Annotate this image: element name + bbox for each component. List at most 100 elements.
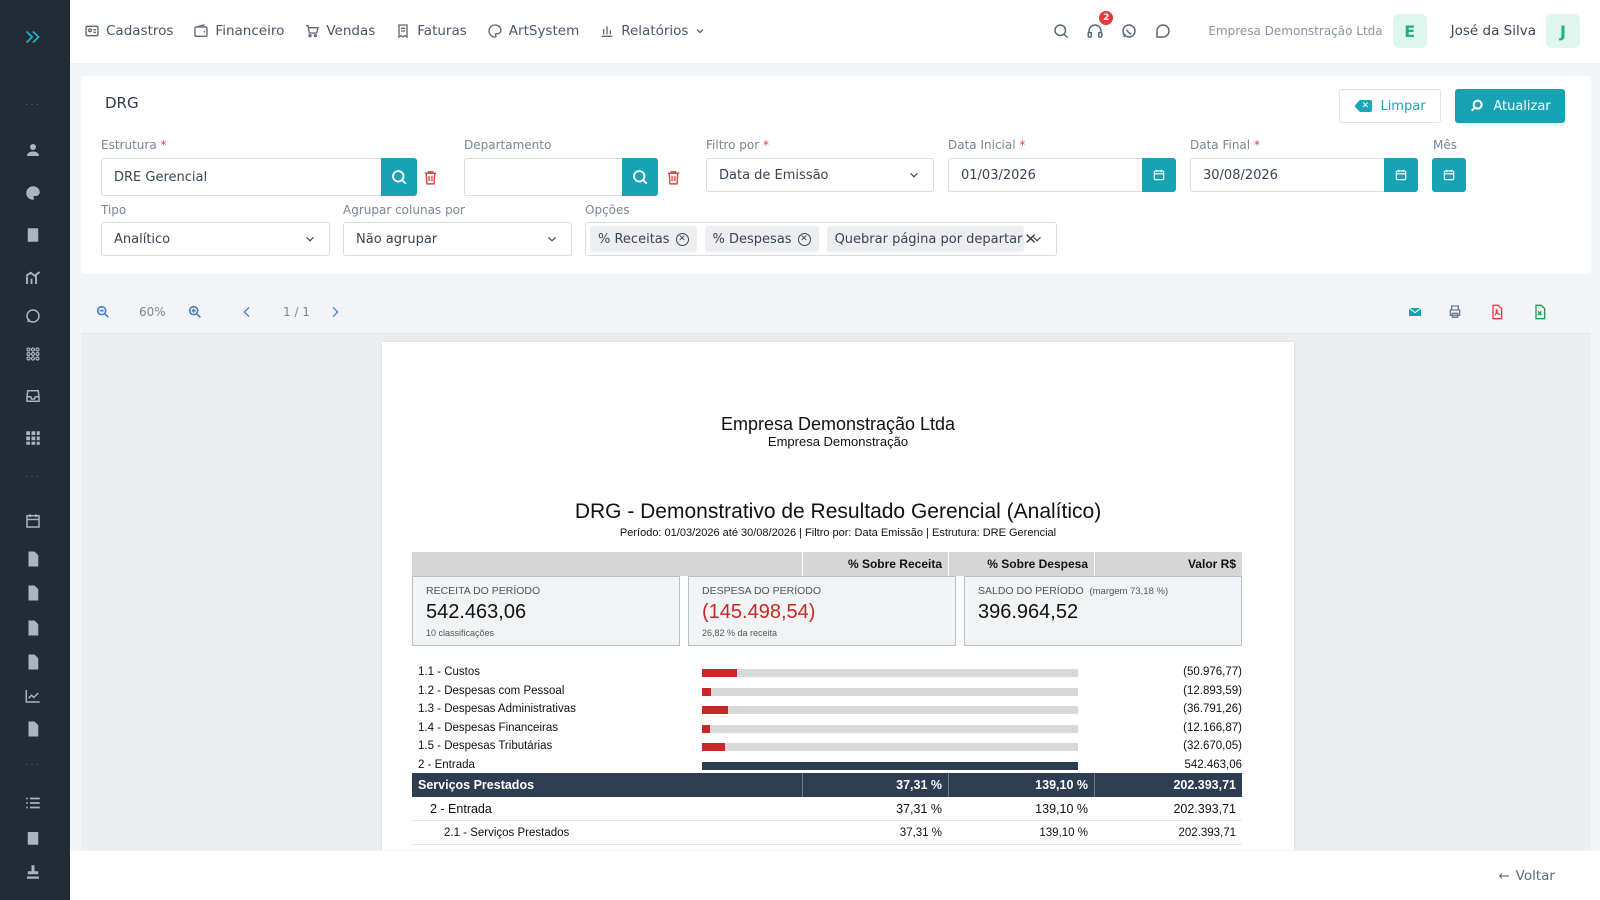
estrutura-search-button[interactable] — [381, 158, 417, 196]
update-button[interactable]: Atualizar — [1455, 89, 1565, 123]
report-company-sub: Empresa Demonstração — [767, 434, 909, 449]
option-chip[interactable]: Quebrar página por departar — [826, 226, 1025, 252]
remove-chip-icon[interactable]: ✕ — [675, 232, 689, 246]
option-chip[interactable]: % Despesas ✕ — [704, 226, 819, 252]
stamp-icon[interactable] — [23, 862, 43, 882]
calendar-button[interactable] — [1384, 158, 1418, 192]
report-header-row: % Sobre Receita % Sobre Despesa Valor R$ — [412, 552, 1242, 576]
clear-button[interactable]: ✕ Limpar — [1339, 89, 1441, 123]
inbox-icon[interactable] — [23, 386, 43, 406]
filter-card: DRG ✕ Limpar Atualizar Estrutura * DRE G… — [81, 76, 1591, 274]
trash-icon[interactable] — [663, 166, 683, 188]
document-icon[interactable] — [23, 549, 43, 569]
chevron-down-icon — [1033, 236, 1041, 242]
back-button[interactable]: ← Voltar — [1498, 868, 1555, 884]
departamento-input[interactable] — [464, 158, 624, 196]
chart-line-icon[interactable] — [23, 268, 43, 288]
row-valor: 202.393,71 — [1178, 827, 1236, 839]
expand-sidebar-icon[interactable] — [22, 26, 44, 48]
line-name: 1.4 - Despesas Financeiras — [418, 721, 558, 734]
zoom-out-icon[interactable] — [95, 302, 111, 322]
page-title: DRG — [105, 94, 139, 112]
list-icon[interactable] — [23, 793, 43, 813]
estrutura-input[interactable]: DRE Gerencial — [101, 158, 383, 196]
proportion-bar — [702, 706, 1078, 715]
data-inicial-label-text: Data Inicial — [948, 138, 1016, 152]
estrutura-label: Estrutura * — [101, 138, 167, 152]
user-name[interactable]: José da Silva — [1450, 23, 1536, 39]
classification-line: 1.1 - Custos (50.976,77) — [418, 664, 1242, 682]
summary-saldo: SALDO DO PERÍODO (margem 73,18 %) 396.96… — [964, 576, 1242, 646]
calendar-button[interactable] — [1142, 158, 1176, 192]
col-despesa: % Sobre Despesa — [948, 552, 1094, 576]
chat-icon[interactable] — [1152, 20, 1174, 42]
summary-margin: (margem 73,18 %) — [1089, 586, 1169, 597]
receipt-icon — [398, 24, 408, 39]
zoom-in-icon[interactable] — [187, 302, 203, 322]
menu-label: Vendas — [326, 23, 376, 39]
clipboard-icon[interactable] — [23, 828, 43, 848]
summary-value: 396.964,52 — [978, 601, 1079, 623]
line-value: (32.670,05) — [1183, 740, 1242, 753]
users-icon[interactable] — [23, 140, 43, 160]
search-icon[interactable] — [1050, 20, 1072, 42]
company-name[interactable]: Empresa Demonstração Ltda — [1208, 24, 1383, 38]
palette-icon[interactable] — [23, 183, 43, 203]
book-icon[interactable] — [23, 225, 43, 245]
pdf-icon[interactable] — [1489, 302, 1505, 322]
menu-artsystem[interactable]: ArtSystem — [487, 23, 579, 39]
row-valor: 202.393,71 — [1173, 802, 1236, 816]
classification-line: 1.5 - Despesas Tributárias (32.670,05) — [418, 738, 1242, 756]
data-final-input[interactable]: 30/08/2026 — [1190, 158, 1386, 192]
menu-relatorios[interactable]: Relatórios — [599, 23, 706, 39]
agrupar-select[interactable]: Não agrupar — [343, 222, 572, 256]
group-band: Serviços Prestados 37,31 % 139,10 % 202.… — [412, 773, 1242, 797]
menu-faturas[interactable]: Faturas — [395, 23, 467, 39]
data-final-value: 30/08/2026 — [1203, 167, 1278, 183]
whatsapp-icon[interactable] — [23, 306, 43, 326]
clear-options-icon[interactable]: ✕ — [1024, 230, 1037, 248]
document-icon[interactable] — [23, 652, 43, 672]
data-final-label: Data Final * — [1190, 138, 1260, 152]
mes-label: Mês — [1433, 138, 1457, 152]
menu-financeiro[interactable]: Financeiro — [193, 23, 284, 39]
trash-icon[interactable] — [420, 166, 440, 188]
departamento-search-button[interactable] — [622, 158, 658, 196]
report-company: Empresa Demonstração Ltda — [720, 414, 956, 434]
document-icon[interactable] — [23, 618, 43, 638]
prev-page-icon[interactable] — [239, 302, 255, 322]
user-avatar[interactable]: J — [1546, 14, 1580, 48]
document-icon[interactable] — [23, 583, 43, 603]
headset-icon[interactable]: 2 — [1084, 11, 1114, 42]
line-value: (36.791,26) — [1183, 703, 1242, 716]
zoom-level: 60% — [139, 305, 166, 319]
mes-calendar-button[interactable] — [1432, 158, 1466, 192]
chevron-down-icon — [696, 28, 704, 34]
calendar-icon[interactable] — [23, 511, 43, 531]
summary-value: (145.498,54) — [702, 601, 816, 623]
apps-icon[interactable] — [23, 428, 43, 448]
data-inicial-input[interactable]: 01/03/2026 — [948, 158, 1144, 192]
trend-icon[interactable] — [23, 686, 43, 706]
notification-badge: 2 — [1099, 11, 1114, 25]
filtro-select[interactable]: Data de Emissão — [706, 158, 934, 192]
remove-chip-icon[interactable]: ✕ — [797, 232, 811, 246]
company-avatar[interactable]: E — [1392, 14, 1427, 48]
tipo-select[interactable]: Analítico — [101, 222, 330, 256]
band-valor: 202.393,71 — [1094, 773, 1242, 797]
menu-label: Relatórios — [621, 23, 689, 39]
excel-icon[interactable] — [1532, 302, 1548, 322]
next-page-icon[interactable] — [327, 302, 343, 322]
grid-dots-icon[interactable] — [23, 344, 43, 364]
menu-cadastros[interactable]: Cadastros — [84, 23, 173, 39]
menu-vendas[interactable]: Vendas — [304, 23, 375, 39]
chevron-down-icon — [306, 236, 314, 242]
whatsapp-icon[interactable] — [1118, 20, 1140, 42]
document-icon[interactable] — [23, 719, 43, 739]
print-icon[interactable] — [1447, 302, 1463, 322]
option-chip[interactable]: % Receitas ✕ — [590, 226, 697, 252]
email-icon[interactable] — [1407, 302, 1423, 322]
search-icon — [1471, 99, 1483, 112]
opcoes-multiselect[interactable]: % Receitas ✕ % Despesas ✕ Quebrar página p… — [585, 222, 1057, 256]
proportion-bar — [702, 687, 1078, 696]
